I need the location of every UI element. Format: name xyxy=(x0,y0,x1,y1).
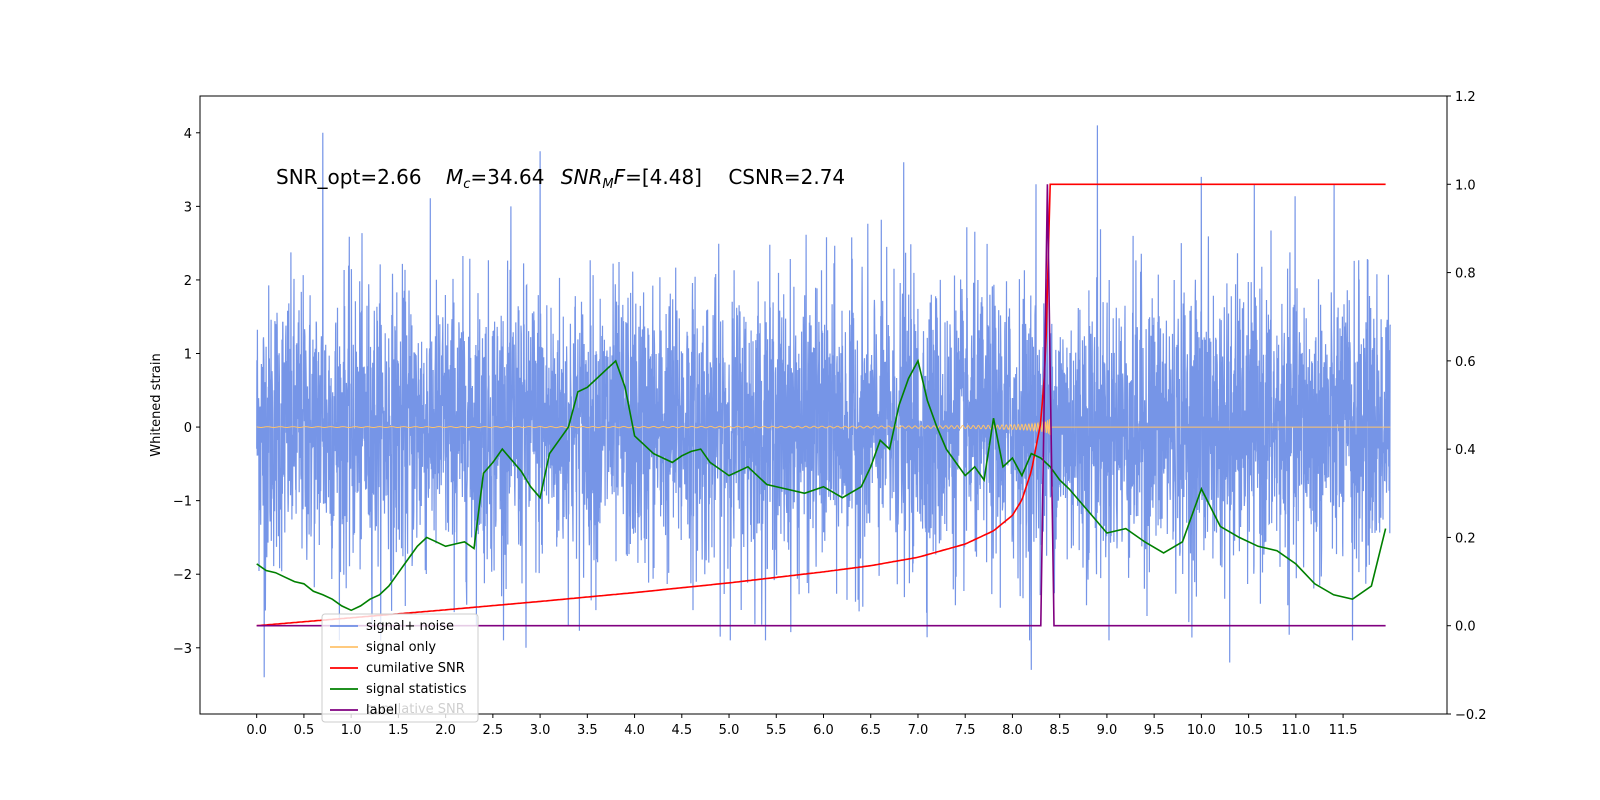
x-tick-label: 3.5 xyxy=(577,723,598,738)
y-tick-label: 4 xyxy=(184,127,192,142)
annotation-snrmf-symbol: SNR xyxy=(561,165,603,189)
signal-statistics-line xyxy=(256,358,1387,612)
annotation-snrmf-value: =[4.48] xyxy=(625,165,702,189)
y2-tick-label: 1.0 xyxy=(1455,178,1476,193)
x-tick-label: 5.5 xyxy=(766,723,787,738)
signal-noise-line xyxy=(256,125,1391,678)
x-tick-label: 10.0 xyxy=(1187,723,1216,738)
signal-only-series-layer xyxy=(256,419,1391,436)
label-line xyxy=(256,184,1386,627)
y-tick-label: −3 xyxy=(173,642,192,657)
y-tick-label: 3 xyxy=(184,200,192,215)
y-tick-label: 1 xyxy=(184,348,192,363)
x-tick-label: 9.5 xyxy=(1144,723,1165,738)
x-tick-label: 0.0 xyxy=(246,723,267,738)
signal-only-line xyxy=(256,419,1391,436)
y2-tick-label: 0.4 xyxy=(1455,443,1476,458)
x-tick-label: 8.0 xyxy=(1002,723,1023,738)
legend-label: signal only xyxy=(366,640,436,655)
annotation-mc-symbol: M xyxy=(446,165,463,189)
x-tick-label: 10.5 xyxy=(1234,723,1263,738)
y-tick-label: −2 xyxy=(173,568,192,583)
x-axis: 0.0 0.5 1.0 1.5 2.0 2.5 3.0 3.5 4.0 4.5 5.0 5.5 6.0 6… xyxy=(246,714,1358,738)
x-tick-label: 4.5 xyxy=(671,723,692,738)
y-tick-label: −1 xyxy=(173,495,192,510)
legend: cumilative SNR signal+ noise signal only c… xyxy=(321,613,479,723)
annotation-csnr: CSNR=2.74 xyxy=(728,165,845,189)
x-tick-label: 1.0 xyxy=(341,723,362,738)
x-tick-label: 9.0 xyxy=(1097,723,1118,738)
legend-box xyxy=(321,613,479,723)
y-tick-label: 0 xyxy=(184,421,192,436)
y-axis-left: −3 −2 −1 0 1 2 3 4 xyxy=(173,127,200,657)
noise-series-layer xyxy=(256,125,1391,678)
x-tick-label: 6.0 xyxy=(813,723,834,738)
x-tick-label: 7.5 xyxy=(955,723,976,738)
annotation-snr-opt: SNR_opt=2.66 xyxy=(276,165,422,189)
x-tick-label: 0.5 xyxy=(294,723,315,738)
y2-tick-label: 0.0 xyxy=(1455,620,1476,635)
x-tick-label: 11.5 xyxy=(1329,723,1358,738)
y-tick-label: 2 xyxy=(184,274,192,289)
x-tick-label: 6.5 xyxy=(860,723,881,738)
y2-tick-label: 0.2 xyxy=(1455,531,1476,546)
legend-label: label xyxy=(366,703,397,718)
annotation-mc-value: =34.64 xyxy=(470,165,544,189)
legend-label: signal statistics xyxy=(366,682,467,697)
legend-hidden-label: cumilative SNR xyxy=(366,702,465,717)
x-tick-label: 11.0 xyxy=(1281,723,1310,738)
y-axis-label: Whitened strain xyxy=(149,353,164,456)
y2-tick-label: 0.8 xyxy=(1455,267,1476,282)
x-tick-label: 3.0 xyxy=(530,723,551,738)
svg-text:SNR_opt=2.66 Mc=34.64: SNR_opt=2.66 Mc=34.64 SNRMF=[4.48] CSNR=… xyxy=(276,165,845,192)
x-tick-label: 1.5 xyxy=(388,723,409,738)
y2-tick-label: −0.2 xyxy=(1455,708,1487,723)
annotation: SNR_opt=2.66 Mc=34.64 SNRMF=[4.48] CSNR=… xyxy=(276,165,845,192)
y-axis-right: −0.2 0.0 0.2 0.4 0.6 0.8 1.0 1.2 xyxy=(1447,90,1487,723)
x-tick-label: 2.0 xyxy=(435,723,456,738)
x-tick-label: 5.0 xyxy=(719,723,740,738)
y2-tick-label: 0.6 xyxy=(1455,355,1476,370)
y2-tick-label: 1.2 xyxy=(1455,90,1476,105)
x-tick-label: 8.5 xyxy=(1049,723,1070,738)
x-tick-label: 2.5 xyxy=(483,723,504,738)
legend-label: signal+ noise xyxy=(366,619,454,634)
legend-label: cumilative SNR xyxy=(366,661,465,676)
x-tick-label: 7.0 xyxy=(908,723,929,738)
x-tick-label: 4.0 xyxy=(624,723,645,738)
